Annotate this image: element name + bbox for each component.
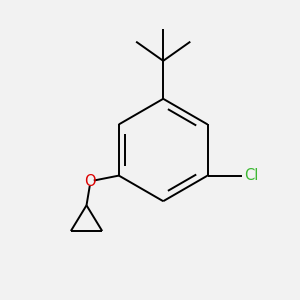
- Text: Cl: Cl: [244, 168, 258, 183]
- Text: O: O: [84, 174, 96, 189]
